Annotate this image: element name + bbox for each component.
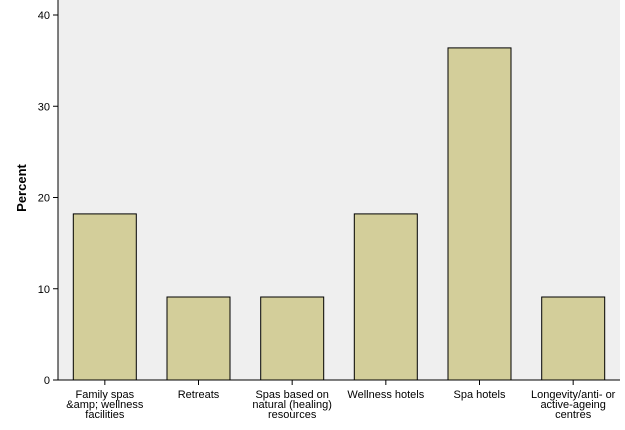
x-category-label: Retreats <box>178 389 220 401</box>
x-category-label: Spa hotels <box>454 389 506 401</box>
y-tick-label: 20 <box>38 193 50 205</box>
bar-2 <box>166 296 231 381</box>
y-axis-label: Percent <box>14 163 29 211</box>
bar-1 <box>72 213 137 381</box>
x-category-label: Family spas &amp; wellness facilities <box>66 389 144 421</box>
y-tick-label: 10 <box>38 284 50 296</box>
x-category-label: Spas based on natural (healing) resources <box>252 389 332 421</box>
plot-area <box>58 0 620 380</box>
x-category-label: Longevity/anti- or active-ageing centres <box>531 389 616 421</box>
bar-4 <box>353 213 418 381</box>
y-tick-label: 40 <box>38 10 50 22</box>
bars-group <box>72 47 606 381</box>
x-category-label: Wellness hotels <box>347 389 424 401</box>
y-tick-label: 0 <box>44 375 50 387</box>
x-axis: Family spas &amp; wellness facilities Retre… <box>58 379 620 421</box>
bar-5 <box>447 47 512 381</box>
y-tick-label: 30 <box>38 101 50 113</box>
y-axis: 0 10 20 30 40 <box>38 0 59 387</box>
bar-6 <box>541 296 606 381</box>
bar-3 <box>260 296 325 381</box>
